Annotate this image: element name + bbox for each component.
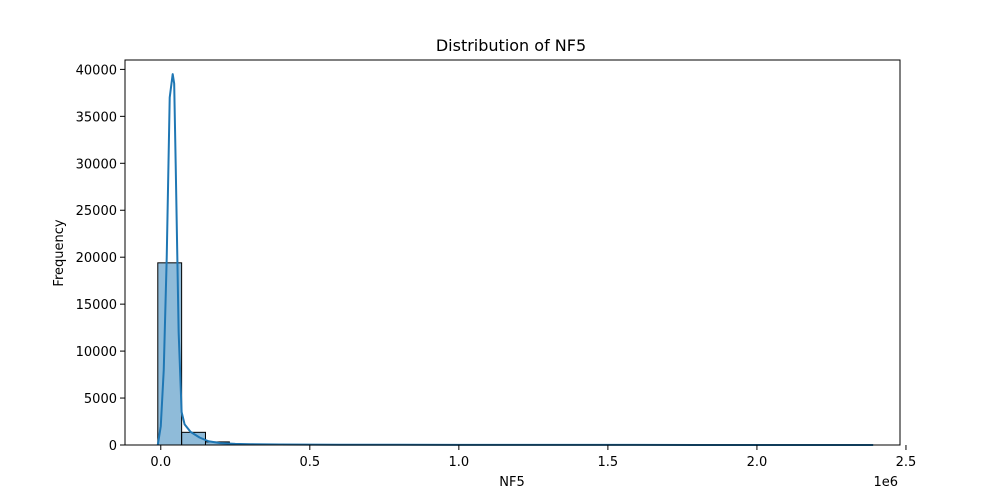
plot-frame bbox=[125, 60, 900, 445]
y-tick-label: 5000 bbox=[84, 392, 117, 407]
chart-title: Distribution of NF5 bbox=[436, 36, 586, 55]
kde-layer bbox=[158, 74, 873, 445]
y-tick-label: 35000 bbox=[76, 110, 117, 125]
x-tick-label: 1.0 bbox=[449, 455, 470, 470]
y-tick-label: 30000 bbox=[76, 157, 117, 172]
x-tick-label: 1.5 bbox=[598, 455, 619, 470]
y-axis: 0 5000 10000 15000 20000 25000 30000 35000 40000 bbox=[76, 63, 125, 454]
x-offset-label: 1e6 bbox=[873, 475, 898, 490]
bars-layer bbox=[158, 263, 873, 445]
kde-line bbox=[158, 74, 873, 445]
x-tick-label: 0.0 bbox=[150, 455, 171, 470]
y-tick-label: 0 bbox=[109, 439, 117, 454]
x-tick-label: 0.5 bbox=[299, 455, 320, 470]
x-tick-label: 2.0 bbox=[747, 455, 768, 470]
y-tick-label: 40000 bbox=[76, 63, 117, 78]
y-axis-label: Frequency bbox=[52, 219, 67, 286]
y-tick-label: 15000 bbox=[76, 298, 117, 313]
x-axis-label: NF5 bbox=[499, 475, 524, 490]
x-tick-label: 2.5 bbox=[896, 455, 917, 470]
x-axis: 0.0 0.5 1.0 1.5 2.0 2.5 bbox=[150, 445, 916, 470]
y-tick-label: 10000 bbox=[76, 345, 117, 360]
y-tick-label: 25000 bbox=[76, 204, 117, 219]
y-tick-label: 20000 bbox=[76, 251, 117, 266]
